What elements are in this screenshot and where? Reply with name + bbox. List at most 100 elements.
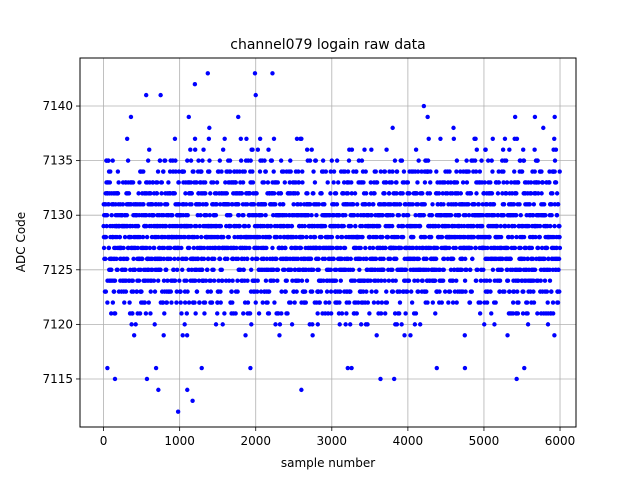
data-point — [339, 234, 345, 240]
data-point — [156, 278, 161, 283]
data-point — [246, 223, 251, 229]
data-point — [161, 278, 167, 283]
data-point — [525, 311, 530, 316]
data-point — [426, 267, 431, 272]
data-point — [255, 147, 261, 152]
data-point — [421, 103, 427, 109]
data-point — [185, 158, 190, 163]
data-point — [128, 234, 134, 240]
data-point — [522, 365, 527, 371]
data-point — [245, 202, 250, 207]
data-point — [401, 169, 407, 174]
data-point — [384, 147, 389, 152]
data-point — [192, 82, 198, 87]
data-point — [175, 409, 181, 414]
data-point — [284, 213, 289, 218]
data-point — [425, 300, 430, 305]
data-point — [288, 169, 293, 174]
data-point — [140, 234, 146, 240]
data-point — [249, 322, 254, 327]
data-point — [549, 213, 554, 218]
data-point — [152, 322, 157, 327]
data-point — [111, 289, 117, 294]
data-point — [458, 169, 463, 174]
data-point — [263, 213, 268, 218]
data-point — [158, 92, 163, 98]
data-point — [337, 213, 342, 218]
data-point — [358, 322, 364, 327]
data-point — [415, 169, 421, 174]
data-point — [161, 256, 167, 262]
data-point — [145, 158, 151, 163]
data-point — [172, 278, 178, 283]
data-point — [218, 300, 223, 305]
data-point — [136, 191, 141, 196]
data-point — [447, 245, 452, 251]
data-point — [185, 213, 190, 218]
data-point — [189, 202, 194, 207]
data-point — [135, 223, 141, 229]
x-axis-ticks: 0 1000 2000 3000 4000 5000 6000 — [100, 427, 575, 448]
data-point — [199, 365, 204, 371]
data-point — [196, 278, 202, 283]
data-point — [521, 234, 527, 240]
data-point — [147, 180, 152, 185]
data-point — [235, 256, 241, 262]
data-point — [495, 191, 501, 196]
data-point — [125, 158, 131, 163]
data-point — [278, 158, 284, 163]
data-point — [196, 256, 201, 262]
data-point — [309, 289, 315, 294]
data-point — [106, 202, 111, 207]
y-tick-label: 7135 — [42, 154, 73, 168]
data-point — [512, 223, 517, 229]
data-point — [199, 169, 204, 174]
data-point — [501, 202, 507, 207]
data-point — [240, 180, 246, 185]
data-point — [173, 158, 178, 163]
data-point — [328, 289, 334, 294]
data-point — [516, 278, 521, 283]
data-point — [266, 289, 272, 294]
data-point — [283, 289, 288, 294]
data-point — [202, 300, 208, 305]
data-point — [279, 289, 284, 294]
data-point — [278, 234, 283, 240]
data-point — [316, 256, 321, 262]
data-point — [374, 289, 379, 294]
data-point — [433, 256, 439, 262]
data-point — [372, 191, 377, 196]
data-point — [292, 267, 298, 272]
data-point — [215, 311, 220, 316]
data-point — [168, 289, 174, 294]
data-point — [193, 311, 198, 316]
data-point — [531, 289, 536, 294]
data-point — [241, 311, 246, 316]
data-point — [382, 278, 387, 283]
data-point — [142, 300, 148, 305]
data-point — [466, 169, 471, 174]
data-point — [230, 278, 235, 283]
data-point — [190, 398, 195, 403]
data-point — [548, 223, 553, 229]
data-point — [306, 213, 311, 218]
data-point — [137, 311, 143, 316]
data-point — [169, 300, 174, 305]
data-point — [127, 300, 132, 305]
data-point — [310, 333, 315, 338]
data-point — [179, 311, 184, 316]
data-point — [144, 223, 149, 229]
data-point — [103, 289, 109, 294]
data-point — [226, 278, 232, 283]
data-point — [114, 256, 119, 262]
data-point — [531, 278, 536, 283]
data-point — [430, 300, 436, 305]
data-point — [188, 158, 194, 163]
data-point — [161, 245, 167, 251]
data-point — [505, 245, 510, 251]
data-point — [265, 300, 270, 305]
data-point — [263, 278, 269, 283]
data-point — [380, 234, 385, 240]
data-point — [537, 234, 542, 240]
data-point — [550, 191, 555, 196]
